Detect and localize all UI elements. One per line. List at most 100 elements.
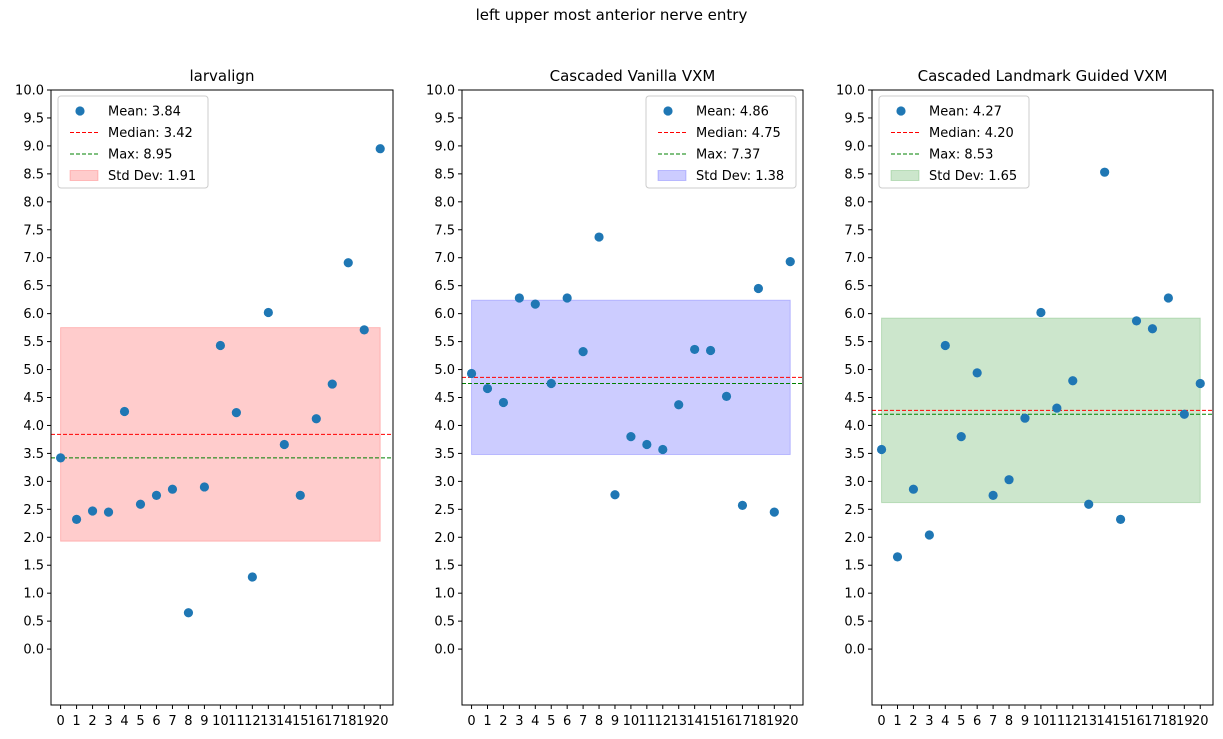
x-tick-label-20: 20	[372, 714, 389, 729]
data-point-7	[167, 484, 178, 494]
x-tick-label-18: 18	[340, 714, 357, 729]
y-tick-label-7: 3.5	[23, 447, 44, 462]
x-tick-label-19: 19	[356, 714, 373, 729]
legend-box	[645, 95, 797, 189]
y-tick-label-5: 2.5	[844, 503, 865, 518]
data-point-0	[466, 368, 477, 379]
y-tick-label-7: 3.5	[434, 447, 455, 462]
x-tick-label-16: 16	[1128, 714, 1145, 729]
data-point-18	[343, 258, 353, 268]
y-tick-label-12: 6.0	[434, 307, 455, 322]
legend-label-mean: Mean: 4.27	[929, 105, 1002, 120]
data-point-5	[956, 432, 966, 442]
y-tick-label-15: 7.5	[844, 223, 865, 238]
y-tick-label-1: 0.5	[844, 615, 865, 630]
legend-label-std: Std Dev: 1.65	[929, 169, 1017, 184]
x-tick-label-16: 16	[718, 714, 735, 729]
x-tick-label-14: 14	[686, 714, 703, 729]
data-point-13	[1084, 499, 1094, 509]
data-point-9	[199, 482, 210, 492]
y-tick-label-11: 5.5	[844, 335, 865, 350]
data-point-12	[247, 572, 257, 582]
y-tick-label-0: 0.0	[23, 643, 44, 658]
y-tick-label-10: 5.0	[23, 363, 44, 378]
x-tick-label-4: 4	[120, 714, 128, 729]
x-tick-label-4: 4	[941, 714, 949, 729]
x-tick-label-14: 14	[1096, 714, 1113, 729]
data-point-11	[231, 407, 241, 418]
subplot-title: larvalign	[190, 67, 255, 85]
y-tick-label-0: 0.0	[434, 643, 455, 658]
plot-area	[462, 299, 803, 456]
legend-label-std: Std Dev: 1.91	[108, 169, 196, 184]
data-point-13	[674, 400, 684, 410]
y-tick-label-20: 10.0	[15, 84, 44, 99]
data-point-5	[546, 378, 556, 389]
data-point-12	[1068, 376, 1078, 386]
x-tick-label-9: 9	[200, 714, 208, 729]
data-point-19	[1179, 409, 1189, 419]
x-tick-label-11: 11	[228, 714, 245, 729]
x-tick-label-0: 0	[56, 714, 64, 729]
x-tick-label-2: 2	[909, 714, 917, 729]
data-point-14	[279, 439, 289, 450]
y-tick-label-19: 9.5	[23, 111, 44, 126]
data-point-15	[1115, 514, 1126, 524]
legend-box	[878, 95, 1030, 189]
legend-box	[57, 95, 209, 189]
plot-area	[51, 327, 393, 542]
x-tick-label-12: 12	[655, 714, 672, 729]
legend-marker-std	[69, 170, 99, 181]
data-point-15	[705, 345, 716, 356]
y-tick-label-3: 1.5	[23, 559, 44, 574]
data-point-15	[295, 490, 305, 500]
data-point-1	[892, 552, 903, 562]
y-tick-label-14: 7.0	[23, 251, 44, 266]
legend-label-mean: Mean: 3.84	[108, 105, 181, 120]
y-tick-label-13: 6.5	[23, 279, 44, 294]
legend-label-std: Std Dev: 1.38	[696, 169, 784, 184]
data-point-13	[263, 307, 273, 318]
x-tick-label-2: 2	[88, 714, 96, 729]
x-tick-label-12: 12	[1065, 714, 1082, 729]
legend-marker-std	[890, 170, 920, 181]
data-point-7	[578, 347, 588, 357]
y-tick-label-3: 1.5	[434, 559, 455, 574]
legend-label-max: Max: 7.37	[696, 148, 760, 163]
y-tick-label-20: 10.0	[836, 84, 865, 99]
x-tick-label-13: 13	[1080, 714, 1097, 729]
x-tick-label-20: 20	[1192, 714, 1209, 729]
y-tick-label-17: 8.5	[844, 167, 865, 182]
y-tick-label-18: 9.0	[434, 139, 455, 154]
y-tick-label-12: 6.0	[844, 307, 865, 322]
x-tick-label-17: 17	[1144, 714, 1161, 729]
x-tick-label-10: 10	[1033, 714, 1050, 729]
y-tick-label-2: 1.0	[434, 587, 455, 602]
y-tick-label-14: 7.0	[844, 251, 865, 266]
x-tick-label-7: 7	[989, 714, 997, 729]
data-point-2	[87, 506, 98, 516]
x-tick-label-0: 0	[877, 714, 885, 729]
y-tick-label-6: 3.0	[434, 475, 455, 490]
data-point-4	[119, 406, 130, 417]
data-point-8	[594, 232, 604, 242]
x-tick-label-15: 15	[1112, 714, 1129, 729]
x-tick-label-6: 6	[973, 714, 981, 729]
x-tick-label-6: 6	[563, 714, 571, 729]
legend-marker-mean	[663, 106, 673, 116]
data-point-17	[1147, 324, 1158, 334]
legend: Mean: 4.86 Median: 4.75 Max: 7.37 Std Dev: …	[645, 95, 797, 189]
x-tick-label-0: 0	[467, 714, 475, 729]
y-tick-label-17: 8.5	[23, 167, 44, 182]
data-point-6	[562, 293, 572, 303]
x-tick-label-3: 3	[925, 714, 933, 729]
y-tick-label-3: 1.5	[844, 559, 865, 574]
y-tick-label-10: 5.0	[434, 363, 455, 378]
y-tick-label-12: 6.0	[23, 307, 44, 322]
x-tick-label-13: 13	[670, 714, 687, 729]
x-tick-label-10: 10	[623, 714, 640, 729]
y-tick-label-2: 1.0	[23, 587, 44, 602]
legend-marker-mean	[75, 106, 85, 116]
y-tick-label-8: 4.0	[844, 419, 865, 434]
